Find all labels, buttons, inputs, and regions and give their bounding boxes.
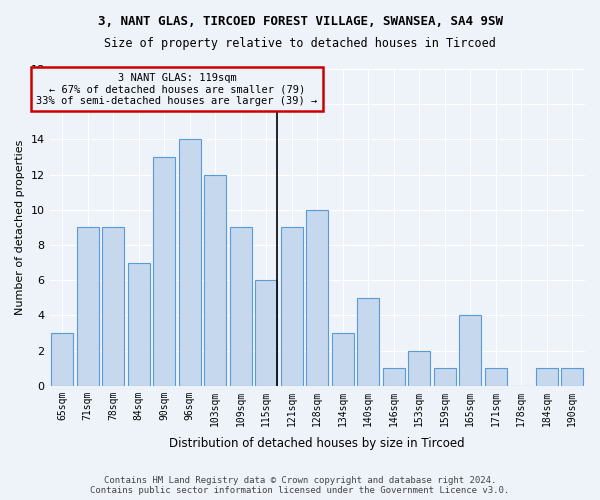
Bar <box>52 333 73 386</box>
Text: Size of property relative to detached houses in Tircoed: Size of property relative to detached ho… <box>104 38 496 51</box>
Bar <box>460 316 481 386</box>
Bar <box>434 368 455 386</box>
Bar <box>562 368 583 386</box>
Text: Contains HM Land Registry data © Crown copyright and database right 2024.
Contai: Contains HM Land Registry data © Crown c… <box>91 476 509 495</box>
Bar <box>179 140 200 386</box>
Bar <box>281 228 302 386</box>
Bar <box>128 262 149 386</box>
X-axis label: Distribution of detached houses by size in Tircoed: Distribution of detached houses by size … <box>169 437 465 450</box>
Bar <box>358 298 379 386</box>
Bar <box>536 368 557 386</box>
Bar <box>332 333 353 386</box>
Bar <box>230 228 251 386</box>
Bar <box>256 280 277 386</box>
Bar <box>205 174 226 386</box>
Bar <box>103 228 124 386</box>
Text: 3 NANT GLAS: 119sqm
← 67% of detached houses are smaller (79)
33% of semi-detach: 3 NANT GLAS: 119sqm ← 67% of detached ho… <box>37 72 317 106</box>
Bar <box>485 368 506 386</box>
Bar <box>307 210 328 386</box>
Y-axis label: Number of detached properties: Number of detached properties <box>15 140 25 315</box>
Bar <box>409 350 430 386</box>
Bar <box>383 368 404 386</box>
Bar <box>154 157 175 386</box>
Text: 3, NANT GLAS, TIRCOED FOREST VILLAGE, SWANSEA, SA4 9SW: 3, NANT GLAS, TIRCOED FOREST VILLAGE, SW… <box>97 15 503 28</box>
Bar <box>77 228 98 386</box>
